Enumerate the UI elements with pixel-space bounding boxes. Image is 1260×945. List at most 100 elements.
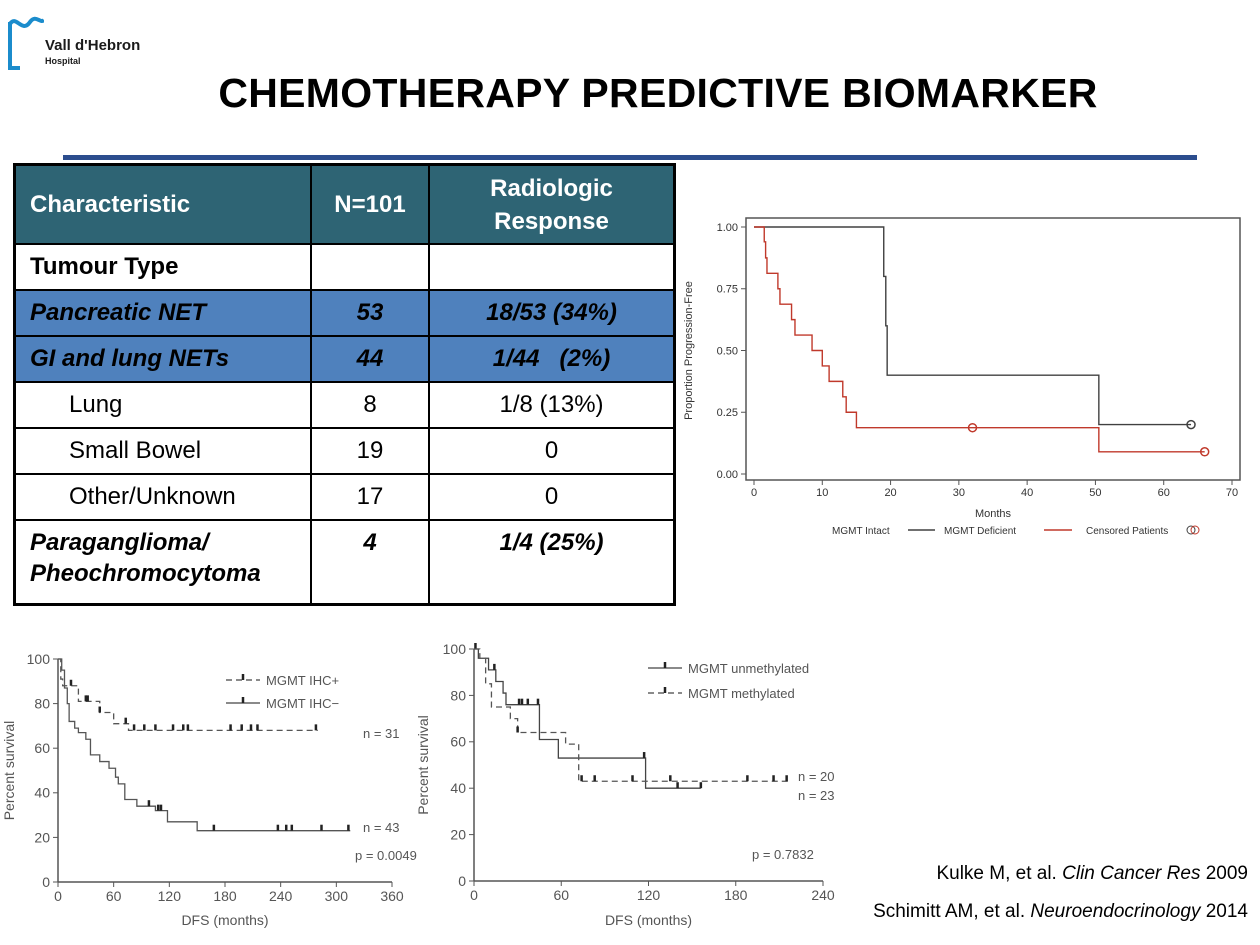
y-tick-label: 100 xyxy=(443,641,467,657)
annotation: n = 43 xyxy=(363,820,400,835)
x-tick-label: 70 xyxy=(1226,487,1238,499)
x-tick-label: 0 xyxy=(751,487,757,499)
cell-n: 44 xyxy=(310,335,430,383)
cell-response: 1/44 (2%) xyxy=(428,335,676,383)
chart-1: 0 10 20 30 40 50 60 70 0.00 0.25 0.50 0.75 1.00 Month… xyxy=(683,217,1241,537)
ref-authors: Kulke M, et al. xyxy=(936,863,1063,884)
x-tick-label: 60 xyxy=(106,888,122,904)
cell-response: 1/4 (25%) xyxy=(428,519,676,606)
table-row: Other/Unknown 17 0 xyxy=(13,473,676,521)
cell-characteristic: Other/Unknown xyxy=(13,473,312,521)
logo-name: Vall d'Hebron xyxy=(45,37,141,54)
cell-characteristic: Pancreatic NET xyxy=(13,289,312,337)
y-tick-label: 20 xyxy=(34,829,50,845)
annotation: n = 20 xyxy=(798,769,835,784)
x-tick-label: 300 xyxy=(325,888,349,904)
censored-marker xyxy=(1186,419,1196,430)
cell-response: 0 xyxy=(428,427,676,475)
cell-characteristic: Lung xyxy=(13,381,312,429)
annotation: n = 23 xyxy=(798,788,835,803)
results-table: Characteristic N=101 Radiologic Response… xyxy=(13,163,676,606)
x-tick-label: 30 xyxy=(953,487,965,499)
y-tick-label: 0.50 xyxy=(717,345,738,357)
x-axis-label: Months xyxy=(975,508,1012,520)
y-axis-label: Proportion Progression-Free xyxy=(683,281,695,420)
survival-curve-2 xyxy=(58,658,351,832)
cell-n: 19 xyxy=(310,427,430,475)
x-tick-label: 0 xyxy=(54,888,62,904)
cell-response: 1/8 (13%) xyxy=(428,381,676,429)
survival-curve-1 xyxy=(474,648,701,789)
x-axis-label: DFS (months) xyxy=(605,912,692,928)
y-tick-label: 40 xyxy=(34,785,50,801)
x-tick-label: 240 xyxy=(269,888,293,904)
y-tick-label: 40 xyxy=(450,780,466,796)
legend-censored-icon xyxy=(1190,525,1200,535)
cell-characteristic: Paraganglioma/ Pheochromocytoma xyxy=(13,519,312,606)
cell-characteristic: GI and lung NETs xyxy=(13,335,312,383)
cell-n: 17 xyxy=(310,473,430,521)
chart-3: 0 60 120 180 240 0 20 40 60 80 100 DFS (months) Perc… xyxy=(415,641,835,928)
x-tick-label: 120 xyxy=(158,888,182,904)
y-tick-label: 60 xyxy=(450,734,466,750)
cell-n: 8 xyxy=(310,381,430,429)
ref-journal: Neuroendocrinology xyxy=(1030,901,1201,922)
plot-frame xyxy=(745,217,1241,481)
x-tick-label: 180 xyxy=(213,888,237,904)
y-tick-label: 0.25 xyxy=(717,407,738,419)
x-tick-label: 120 xyxy=(637,887,661,903)
y-tick-label: 20 xyxy=(450,827,466,843)
ref-journal: Clin Cancer Res xyxy=(1062,863,1201,884)
cell-response: 18/53 (34%) xyxy=(428,289,676,337)
censored-marker xyxy=(1199,447,1210,457)
x-tick-label: 50 xyxy=(1089,487,1101,499)
reference-schimitt: Schimitt AM, et al. Neuroendocrinology 2… xyxy=(873,901,1248,923)
cell-n: 4 xyxy=(310,519,430,606)
survival-curve-2 xyxy=(474,648,790,782)
y-axis-label: Percent survival xyxy=(1,721,17,821)
header-characteristic: Characteristic xyxy=(13,163,312,245)
x-tick-label: 0 xyxy=(470,887,478,903)
x-tick-label: 40 xyxy=(1021,487,1033,499)
y-tick-label: 1.00 xyxy=(717,222,738,234)
cell-response xyxy=(428,243,676,291)
legend-label: MGMT IHC− xyxy=(266,696,339,711)
y-tick-label: 0.00 xyxy=(717,469,738,481)
table-row: Small Bowel 19 0 xyxy=(13,427,676,475)
annotation: n = 31 xyxy=(363,726,400,741)
annotation: p = 0.7832 xyxy=(752,847,814,862)
censored-marker xyxy=(967,422,978,433)
table-row: GI and lung NETs 44 1/44 (2%) xyxy=(13,335,676,383)
table-row: Lung 8 1/8 (13%) xyxy=(13,381,676,429)
cell-characteristic: Small Bowel xyxy=(13,427,312,475)
x-tick-label: 180 xyxy=(724,887,748,903)
x-tick-label: 240 xyxy=(811,887,835,903)
cell-n xyxy=(310,243,430,291)
y-tick-label: 0 xyxy=(42,874,50,890)
y-tick-label: 80 xyxy=(450,687,466,703)
table-row: Tumour Type xyxy=(13,243,676,291)
table-row: Paraganglioma/ Pheochromocytoma 4 1/4 (2… xyxy=(13,519,676,606)
chart-2: 0 60 120 180 240 300 360 0 20 40 60 80 100 DFS (month… xyxy=(1,651,417,928)
ref-year: 2009 xyxy=(1200,863,1248,884)
cell-characteristic: Tumour Type xyxy=(13,243,312,291)
legend-label: MGMT methylated xyxy=(688,686,795,701)
y-axis-label: Percent survival xyxy=(415,715,431,815)
survival-curve-1 xyxy=(58,658,318,732)
y-tick-label: 80 xyxy=(34,696,50,712)
legend-label: MGMT unmethylated xyxy=(688,661,809,676)
header-response: Radiologic Response xyxy=(428,163,676,245)
y-tick-label: 100 xyxy=(27,651,51,667)
cell-n: 53 xyxy=(310,289,430,337)
logo-sub: Hospital xyxy=(45,56,81,66)
table-row: Pancreatic NET 53 18/53 (34%) xyxy=(13,289,676,337)
x-tick-label: 360 xyxy=(380,888,404,904)
hospital-logo: Vall d'Hebron Hospital xyxy=(8,10,168,74)
ref-year: 2014 xyxy=(1200,901,1248,922)
page-title: CHEMOTHERAPY PREDICTIVE BIOMARKER xyxy=(218,70,1098,116)
x-tick-label: 20 xyxy=(884,487,896,499)
x-tick-label: 10 xyxy=(816,487,828,499)
cell-response: 0 xyxy=(428,473,676,521)
y-tick-label: 0.75 xyxy=(717,284,738,296)
